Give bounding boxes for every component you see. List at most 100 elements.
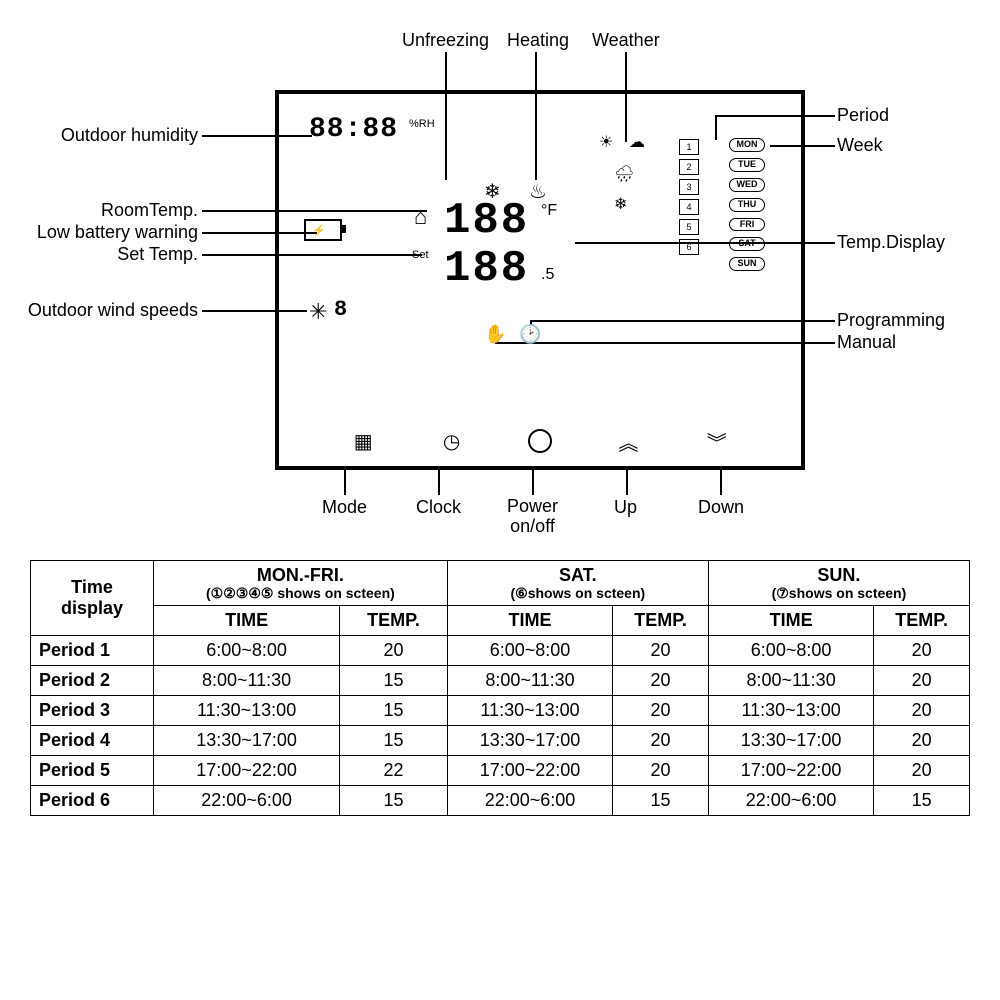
label-temp-display: Temp.Display [835,232,947,253]
clock-small-icon: 🕑 [519,324,541,345]
subcol-time-2: TIME [447,606,612,636]
period-box-5: 5 [679,219,699,235]
down-button[interactable]: ︾ [704,428,730,454]
table-cell: 11:30~13:00 [154,696,340,726]
table-cell: 17:00~22:00 [708,756,873,786]
caption-mode: Mode [322,497,367,518]
table-cell: 6:00~8:00 [154,636,340,666]
clock-icon: ◷ [443,429,460,454]
label-week: Week [835,135,885,156]
label-unfreezing: Unfreezing [400,30,491,51]
table-cell: 8:00~11:30 [154,666,340,696]
group-monfri: MON.-FRI. (①②③④⑤ shows on scteen) [154,561,448,606]
clock-button[interactable]: ◷ [439,428,465,454]
weather-rain-icon: 🌧 [614,164,634,184]
battery-icon: ⚡ [304,219,342,241]
label-room-temp: RoomTemp. [99,200,200,221]
day-sun: SUN [729,257,765,271]
table-corner: Time display [31,561,154,636]
period-label: Period 3 [31,696,154,726]
day-thu: THU [729,198,765,212]
table-cell: 15 [613,786,709,816]
grid-icon: ▦ [354,429,373,454]
table-cell: 20 [874,666,970,696]
table-cell: 13:30~17:00 [447,726,612,756]
day-tue: TUE [729,158,765,172]
table-cell: 20 [613,756,709,786]
schedule-table: Time display MON.-FRI. (①②③④⑤ shows on s… [30,560,970,816]
table-row: Period 16:00~8:00206:00~8:00206:00~8:002… [31,636,970,666]
table-row: Period 311:30~13:001511:30~13:002011:30~… [31,696,970,726]
subcol-temp-3: TEMP. [874,606,970,636]
table-cell: 15 [340,726,448,756]
group-sat-title: SAT. [454,565,702,586]
day-mon: MON [729,138,765,152]
chevron-up-icon: ︽ [618,427,638,456]
table-cell: 17:00~22:00 [154,756,340,786]
table-cell: 15 [340,696,448,726]
button-row: ▦ ◷ ︽ ︾ [279,428,801,454]
temp-digits-top: 188 [444,196,529,246]
period-label: Period 1 [31,636,154,666]
group-monfri-title: MON.-FRI. [160,565,441,586]
temp-unit-5: .5 [541,266,554,284]
mode-button[interactable]: ▦ [350,428,376,454]
group-sun-sub: (⑦shows on scteen) [715,586,963,601]
table-cell: 8:00~11:30 [708,666,873,696]
set-label: Set [412,249,429,261]
period-label: Period 6 [31,786,154,816]
table-row: Period 28:00~11:30158:00~11:30208:00~11:… [31,666,970,696]
up-button[interactable]: ︽ [615,428,641,454]
hand-icon: ✋ [484,324,506,345]
period-box-2: 2 [679,159,699,175]
label-low-battery: Low battery warning [35,222,200,243]
table-cell: 15 [340,786,448,816]
chevron-down-icon: ︾ [707,427,727,456]
table-cell: 8:00~11:30 [447,666,612,696]
table-cell: 22:00~6:00 [154,786,340,816]
table-cell: 22 [340,756,448,786]
caption-up: Up [614,497,637,518]
group-sat-sub: (⑥shows on scteen) [454,586,702,601]
device-screen: 88:88 %RH ❄ ♨ ☀ ☁ 🌧 ❄ ⚡ ⌂ Set 188 °F 188… [275,90,805,470]
label-period: Period [835,105,891,126]
label-manual: Manual [835,332,898,353]
table-cell: 20 [874,756,970,786]
flame-icon: ♨ [529,179,547,204]
label-heating: Heating [505,30,571,51]
table-cell: 20 [874,636,970,666]
table-cell: 13:30~17:00 [708,726,873,756]
power-button[interactable] [527,428,553,454]
table-cell: 20 [613,696,709,726]
period-box-6: 6 [679,239,699,255]
time-digits: 88:88 [309,114,398,145]
table-cell: 20 [340,636,448,666]
table-cell: 15 [874,786,970,816]
table-cell: 20 [874,696,970,726]
table-cell: 20 [874,726,970,756]
table-cell: 11:30~13:00 [447,696,612,726]
caption-down: Down [698,497,744,518]
thermostat-diagram: Unfreezing Heating Weather Outdoor humid… [10,10,990,550]
day-wed: WED [729,178,765,192]
table-row: Period 413:30~17:001513:30~17:002013:30~… [31,726,970,756]
table-cell: 6:00~8:00 [447,636,612,666]
table-cell: 20 [613,726,709,756]
label-set-temp: Set Temp. [115,244,200,265]
weekday-column: MON TUE WED THU FRI SAT SUN [729,136,765,273]
caption-clock: Clock [416,497,461,518]
table-cell: 15 [340,666,448,696]
subcol-time-3: TIME [708,606,873,636]
period-box-1: 1 [679,139,699,155]
table-cell: 6:00~8:00 [708,636,873,666]
table-cell: 22:00~6:00 [447,786,612,816]
caption-power: Power on/off [507,497,558,537]
table-row: Period 622:00~6:001522:00~6:001522:00~6:… [31,786,970,816]
period-label: Period 4 [31,726,154,756]
period-label: Period 2 [31,666,154,696]
weather-cloud-icon: ☁ [629,132,645,152]
subcol-temp-1: TEMP. [340,606,448,636]
power-icon [528,429,552,453]
table-cell: 20 [613,636,709,666]
temp-digits-bottom: 188 [444,244,529,294]
